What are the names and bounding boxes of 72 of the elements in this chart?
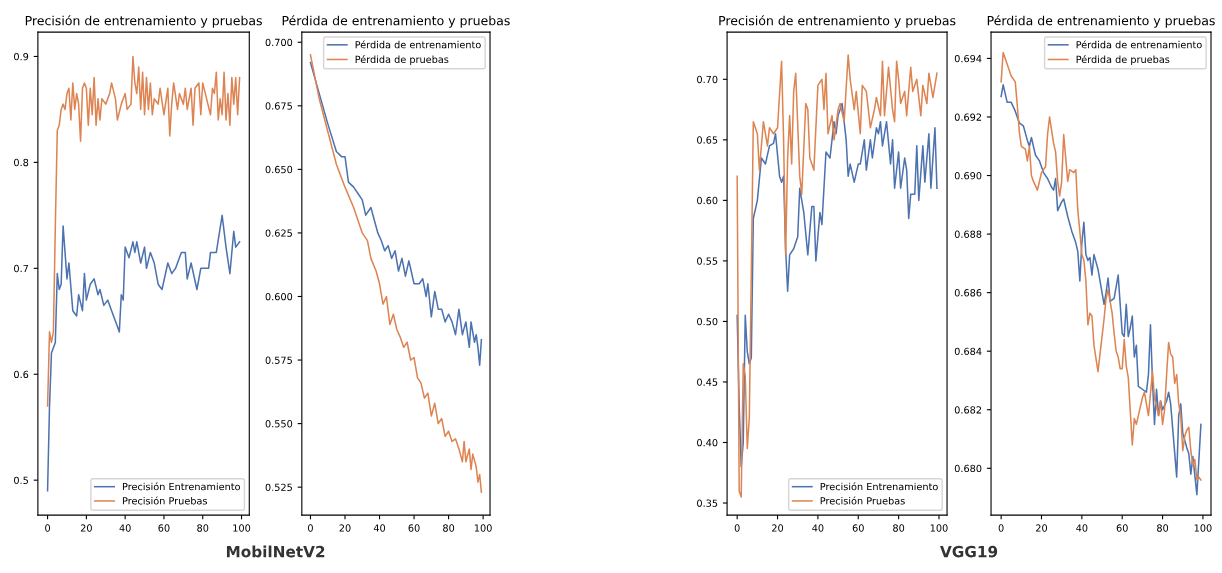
legend-label: Precisión Pruebas	[820, 496, 905, 505]
x-tick-label: 80	[893, 524, 905, 532]
x-tick-label: 80	[1157, 524, 1169, 532]
legend-label: Pérdida de entrenamiento	[1076, 40, 1202, 49]
chart-title: Precisión de entrenamiento y pruebas	[25, 15, 262, 28]
y-tick-label: 0.600	[265, 292, 293, 301]
x-tick-label: 60	[852, 524, 864, 532]
text: VGG19	[940, 545, 998, 558]
y-tick-label: 0.60	[697, 196, 718, 205]
y-tick-label: 0.682	[954, 406, 982, 414]
x-tick-label: 20	[1036, 524, 1048, 532]
y-tick-label: 0.575	[265, 356, 292, 364]
y-tick-label: 0.525	[265, 483, 292, 491]
x-tick-label: 100	[233, 524, 251, 532]
chart-title: Pérdida de entrenamiento y pruebas	[987, 15, 1215, 28]
line-series	[736, 102, 938, 468]
y-tick-label: 0.694	[954, 54, 982, 63]
y-tick-label: 0.692	[954, 113, 982, 121]
x-tick-label: 20	[772, 524, 784, 532]
y-tick-label: 0.5	[14, 476, 29, 484]
x-tick-label: 40	[373, 524, 386, 532]
y-tick-label: 0.7	[14, 264, 29, 273]
line-series	[309, 54, 483, 494]
x-tick-label: 0	[734, 524, 740, 532]
y-tick-label: 0.650	[265, 165, 293, 174]
chart-title: Precisión de entrenamiento y pruebas	[719, 15, 956, 28]
y-tick-label: 0.690	[954, 172, 982, 180]
chart-title: Pérdida de entrenamiento y pruebas	[282, 15, 510, 28]
x-tick-label: 40	[812, 524, 824, 532]
x-tick-label: 60	[158, 524, 170, 532]
y-tick-label: 0.625	[265, 229, 292, 237]
y-tick-label: 0.675	[265, 102, 292, 110]
y-tick-label: 0.686	[954, 289, 982, 297]
x-tick-label: 0	[45, 524, 51, 532]
legend-label: Pérdida de pruebas	[1076, 55, 1170, 65]
y-tick-label: 0.8	[14, 158, 29, 167]
y-tick-label: 0.65	[697, 136, 718, 144]
y-tick-label: 0.684	[954, 347, 982, 356]
x-tick-label: 100	[930, 524, 948, 532]
y-tick-label: 0.700	[265, 38, 293, 47]
y-tick-label: 0.680	[954, 464, 982, 473]
x-tick-label: 80	[197, 524, 209, 532]
x-tick-label: 0	[308, 524, 313, 532]
x-tick-label: 80	[443, 524, 455, 532]
y-tick-label: 0.550	[265, 420, 293, 428]
y-tick-label: 0.35	[697, 499, 718, 507]
y-tick-label: 0.70	[697, 75, 718, 84]
x-tick-label: 40	[119, 524, 131, 532]
x-tick-label: 40	[1076, 524, 1088, 532]
legend-label: Precisión Entrenamiento	[122, 482, 241, 491]
legend-label: Pérdida de entrenamiento	[355, 40, 481, 49]
line-series	[46, 55, 241, 407]
line-series	[736, 54, 938, 498]
text: MobilNetV2	[226, 545, 325, 558]
y-tick-label: 0.55	[697, 257, 718, 265]
x-tick-label: 60	[1116, 524, 1128, 532]
legend-label: Pérdida de pruebas	[355, 55, 449, 65]
legend-label: Precisión Pruebas	[122, 496, 208, 505]
x-tick-label: 60	[408, 524, 420, 532]
y-tick-label: 0.50	[697, 317, 718, 326]
line-series	[46, 214, 241, 492]
x-tick-label: 100	[474, 524, 492, 532]
legend-label: Precisión Entrenamiento	[820, 482, 938, 491]
x-tick-label: 20	[339, 524, 351, 532]
x-tick-label: 100	[1194, 524, 1212, 532]
y-tick-label: 0.688	[954, 230, 982, 238]
y-tick-label: 0.9	[14, 52, 29, 61]
x-tick-label: 20	[80, 524, 92, 532]
y-tick-label: 0.6	[14, 370, 29, 379]
y-tick-label: 0.45	[697, 378, 718, 386]
y-tick-label: 0.40	[697, 438, 718, 447]
x-tick-label: 0	[998, 524, 1004, 532]
